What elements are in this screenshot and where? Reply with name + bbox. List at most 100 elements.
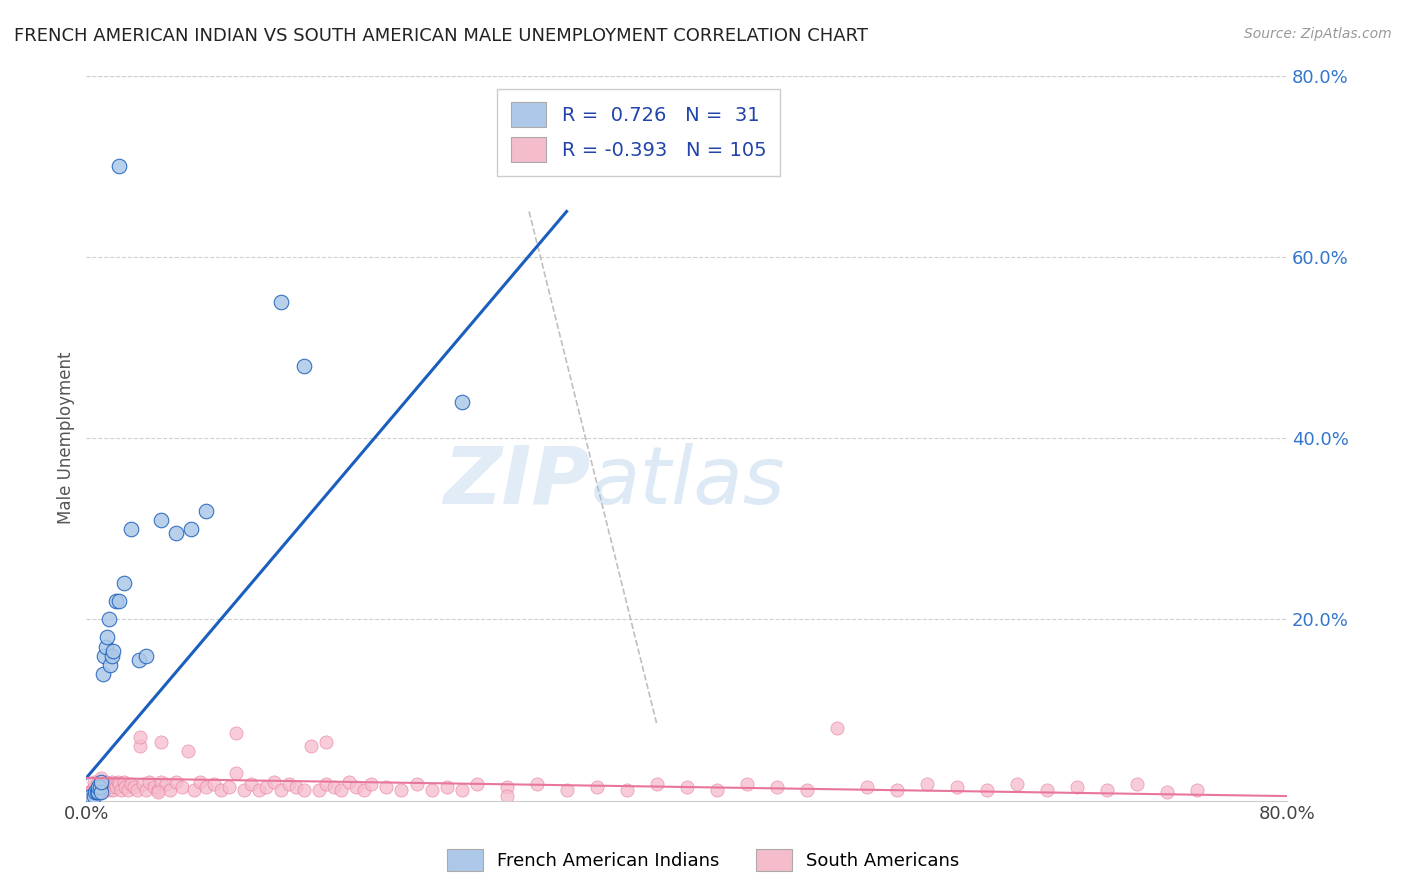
Point bbox=[159, 782, 181, 797]
Point bbox=[270, 295, 292, 310]
Point bbox=[886, 782, 908, 797]
Point bbox=[330, 782, 353, 797]
Point bbox=[138, 775, 160, 789]
Point bbox=[915, 777, 938, 791]
Point bbox=[183, 782, 205, 797]
Point bbox=[135, 648, 157, 663]
Point bbox=[90, 784, 112, 798]
Point bbox=[87, 780, 110, 794]
Point bbox=[80, 789, 103, 803]
Point bbox=[263, 775, 285, 789]
Point bbox=[308, 782, 330, 797]
Point bbox=[98, 780, 121, 794]
Point bbox=[104, 777, 127, 791]
Point bbox=[346, 780, 368, 794]
Point bbox=[177, 744, 200, 758]
Point bbox=[94, 640, 117, 654]
Point bbox=[555, 782, 578, 797]
Point bbox=[150, 775, 173, 789]
Point bbox=[107, 775, 129, 789]
Point bbox=[96, 631, 118, 645]
Point bbox=[89, 777, 111, 791]
Point bbox=[765, 780, 787, 794]
Point bbox=[108, 777, 131, 791]
Point bbox=[315, 735, 337, 749]
Point bbox=[420, 782, 443, 797]
Point bbox=[120, 522, 142, 536]
Point bbox=[323, 780, 346, 794]
Point bbox=[405, 777, 427, 791]
Point bbox=[391, 782, 413, 797]
Point bbox=[225, 725, 247, 739]
Point bbox=[247, 782, 270, 797]
Point bbox=[190, 775, 212, 789]
Point bbox=[128, 653, 150, 667]
Point bbox=[124, 780, 146, 794]
Point bbox=[103, 644, 125, 658]
Point bbox=[108, 159, 131, 173]
Point bbox=[148, 782, 170, 797]
Point bbox=[105, 780, 128, 794]
Point bbox=[105, 594, 128, 608]
Legend: French American Indians, South Americans: French American Indians, South Americans bbox=[439, 842, 967, 879]
Point bbox=[285, 780, 308, 794]
Point bbox=[86, 782, 108, 797]
Point bbox=[90, 784, 112, 798]
Point bbox=[495, 789, 517, 803]
Point bbox=[80, 786, 103, 800]
Point bbox=[89, 780, 111, 794]
Point bbox=[292, 782, 315, 797]
Point bbox=[495, 780, 517, 794]
Point bbox=[375, 780, 398, 794]
Point bbox=[180, 522, 202, 536]
Point bbox=[93, 648, 115, 663]
Point bbox=[120, 777, 142, 791]
Point bbox=[90, 771, 112, 785]
Point bbox=[1156, 784, 1178, 798]
Point bbox=[1095, 782, 1118, 797]
Point bbox=[83, 775, 105, 789]
Point bbox=[84, 784, 107, 798]
Point bbox=[91, 780, 114, 794]
Point bbox=[114, 780, 136, 794]
Point bbox=[93, 782, 115, 797]
Point bbox=[1036, 782, 1059, 797]
Point bbox=[82, 782, 104, 797]
Point bbox=[83, 780, 105, 794]
Point bbox=[585, 780, 607, 794]
Point bbox=[616, 782, 638, 797]
Point bbox=[315, 777, 337, 791]
Point bbox=[450, 782, 472, 797]
Text: atlas: atlas bbox=[591, 442, 786, 521]
Point bbox=[436, 780, 458, 794]
Point bbox=[84, 784, 107, 798]
Text: FRENCH AMERICAN INDIAN VS SOUTH AMERICAN MALE UNEMPLOYMENT CORRELATION CHART: FRENCH AMERICAN INDIAN VS SOUTH AMERICAN… bbox=[14, 27, 868, 45]
Point bbox=[97, 612, 120, 626]
Text: Source: ZipAtlas.com: Source: ZipAtlas.com bbox=[1244, 27, 1392, 41]
Legend: R =  0.726   N =  31, R = -0.393   N = 105: R = 0.726 N = 31, R = -0.393 N = 105 bbox=[498, 89, 780, 176]
Text: ZIP: ZIP bbox=[443, 442, 591, 521]
Point bbox=[1066, 780, 1088, 794]
Point bbox=[232, 782, 254, 797]
Point bbox=[450, 394, 472, 409]
Point bbox=[129, 730, 152, 744]
Point bbox=[292, 359, 315, 373]
Y-axis label: Male Unemployment: Male Unemployment bbox=[58, 351, 75, 524]
Point bbox=[87, 784, 110, 798]
Point bbox=[101, 775, 124, 789]
Point bbox=[86, 777, 108, 791]
Point bbox=[735, 777, 758, 791]
Point bbox=[150, 513, 173, 527]
Point bbox=[83, 789, 105, 803]
Point bbox=[155, 777, 177, 791]
Point bbox=[946, 780, 969, 794]
Point bbox=[202, 777, 225, 791]
Point bbox=[150, 735, 173, 749]
Point bbox=[91, 666, 114, 681]
Point bbox=[132, 777, 155, 791]
Point bbox=[86, 784, 108, 798]
Point bbox=[645, 777, 668, 791]
Point bbox=[135, 782, 157, 797]
Point bbox=[796, 782, 818, 797]
Point bbox=[856, 780, 879, 794]
